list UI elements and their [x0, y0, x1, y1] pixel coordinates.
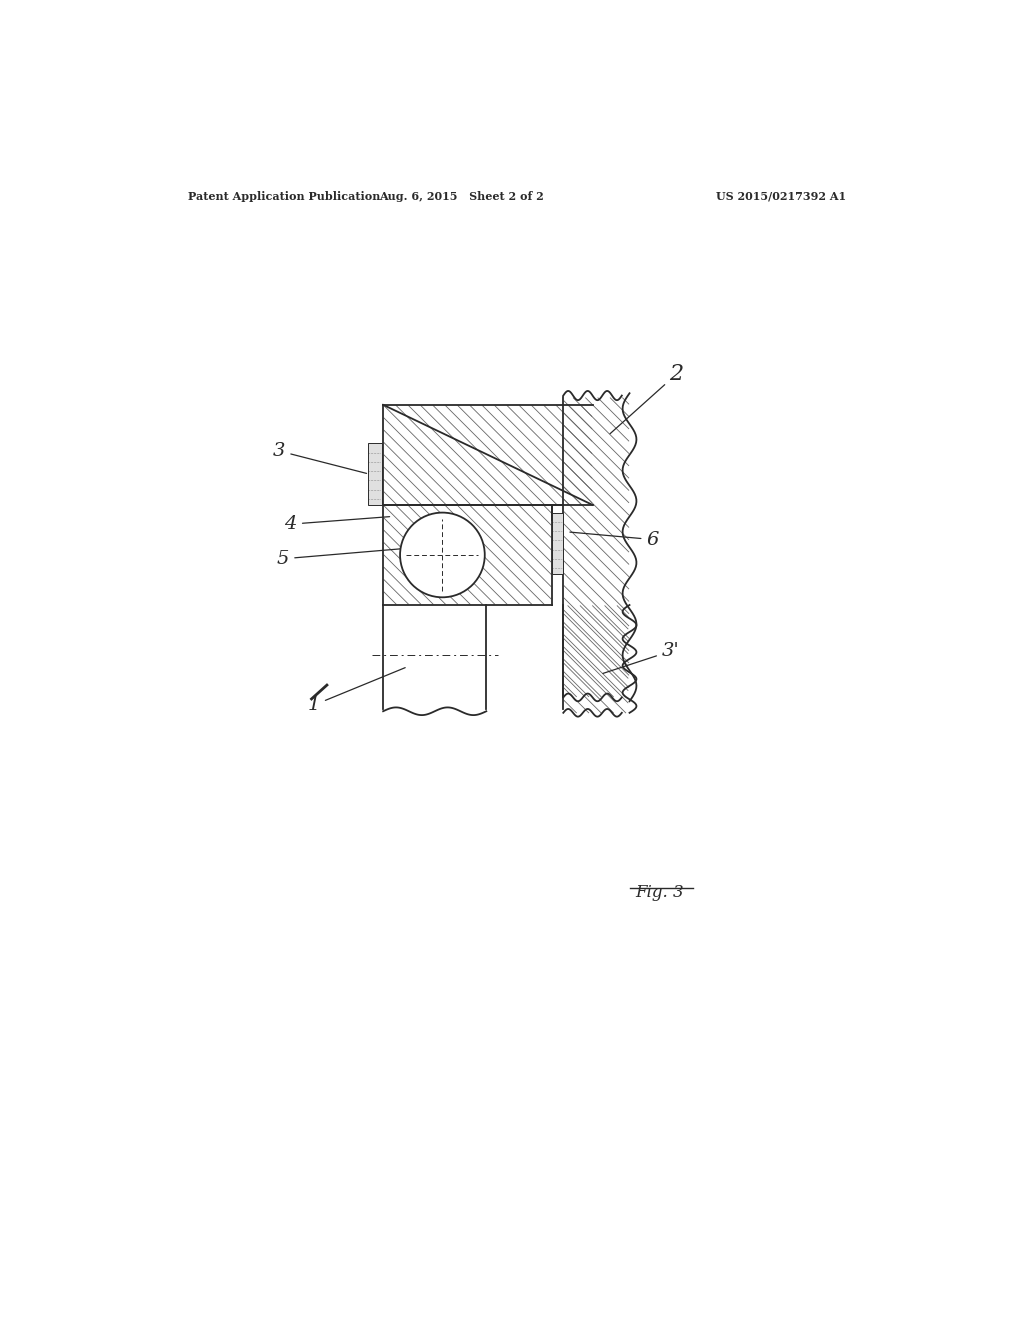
Text: 1: 1 [307, 668, 406, 714]
Bar [552, 512, 563, 574]
Text: 6: 6 [570, 531, 658, 549]
Text: 5: 5 [276, 548, 417, 568]
Text: Patent Application Publication: Patent Application Publication [188, 191, 381, 202]
Text: 2: 2 [610, 363, 684, 434]
Text: Fig. 3: Fig. 3 [635, 884, 684, 900]
Text: US 2015/0217392 A1: US 2015/0217392 A1 [716, 191, 846, 202]
Text: 4: 4 [285, 515, 389, 533]
Text: 3': 3' [603, 643, 680, 673]
Text: Aug. 6, 2015   Sheet 2 of 2: Aug. 6, 2015 Sheet 2 of 2 [379, 191, 544, 202]
Text: 3: 3 [273, 442, 367, 474]
Circle shape [400, 512, 484, 597]
Bar [368, 444, 382, 506]
